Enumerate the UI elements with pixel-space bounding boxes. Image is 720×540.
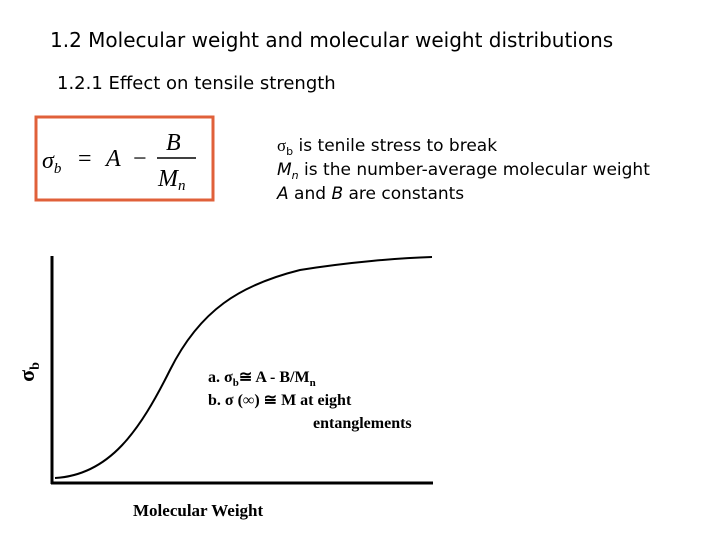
subscript: n — [292, 169, 299, 182]
y-label: σb — [14, 362, 43, 382]
text: a. σ — [208, 369, 233, 386]
graph: σb a. σb≅ A - B/Mn b. σ (∞) ≅ M at eight… — [14, 256, 433, 520]
symbol: M — [157, 166, 180, 192]
numerator: B — [166, 130, 181, 156]
annotation: a. σb≅ A - B/Mn — [208, 369, 316, 389]
text: entanglements — [313, 415, 412, 432]
definition: σb is tenile stress to break — [277, 136, 497, 158]
text: and — [289, 184, 332, 204]
annotations: a. σb≅ A - B/Mn b. σ (∞) ≅ M at eight en… — [208, 369, 412, 432]
definition: Mn is the number-average molecular weigh… — [277, 160, 650, 182]
formula-box — [34, 115, 215, 202]
formula-lhs: σb — [42, 148, 62, 177]
formula: σb = A − B Mn — [42, 130, 196, 194]
equals: = — [78, 146, 92, 172]
text: is tenile stress to break — [293, 136, 497, 156]
subscript: b — [54, 161, 62, 177]
symbol: M — [277, 160, 292, 180]
title: 1.2 Molecular weight and molecular weigh… — [50, 28, 613, 52]
subscript: b — [28, 362, 43, 370]
subscript: n — [178, 178, 186, 194]
minus: − — [133, 146, 147, 172]
text: ≅ A - B/M — [239, 369, 310, 386]
annotation: b. σ (∞) ≅ M at eight — [208, 392, 352, 409]
symbol: σ — [42, 148, 55, 174]
subscript: n — [310, 377, 316, 389]
annotation: entanglements — [313, 415, 412, 432]
definitions: σb is tenile stress to break Mn is the n… — [276, 136, 650, 204]
constant-a: A — [104, 146, 121, 172]
text: is the number-average molecular weight — [299, 160, 651, 180]
symbol: σ — [277, 136, 286, 155]
text: are constants — [343, 184, 464, 204]
subscript: b — [286, 145, 293, 158]
x-label: Molecular Weight — [133, 501, 264, 520]
definition: A and B are constants — [276, 184, 464, 204]
curve — [54, 256, 433, 479]
text: b. σ (∞) ≅ M at eight — [208, 392, 352, 409]
subtitle: 1.2.1 Effect on tensile strength — [57, 73, 336, 94]
denominator: Mn — [157, 166, 186, 194]
symbol: σ — [14, 370, 39, 382]
subscript: b — [233, 377, 239, 389]
symbol: B — [331, 184, 343, 204]
symbol: A — [276, 184, 289, 204]
